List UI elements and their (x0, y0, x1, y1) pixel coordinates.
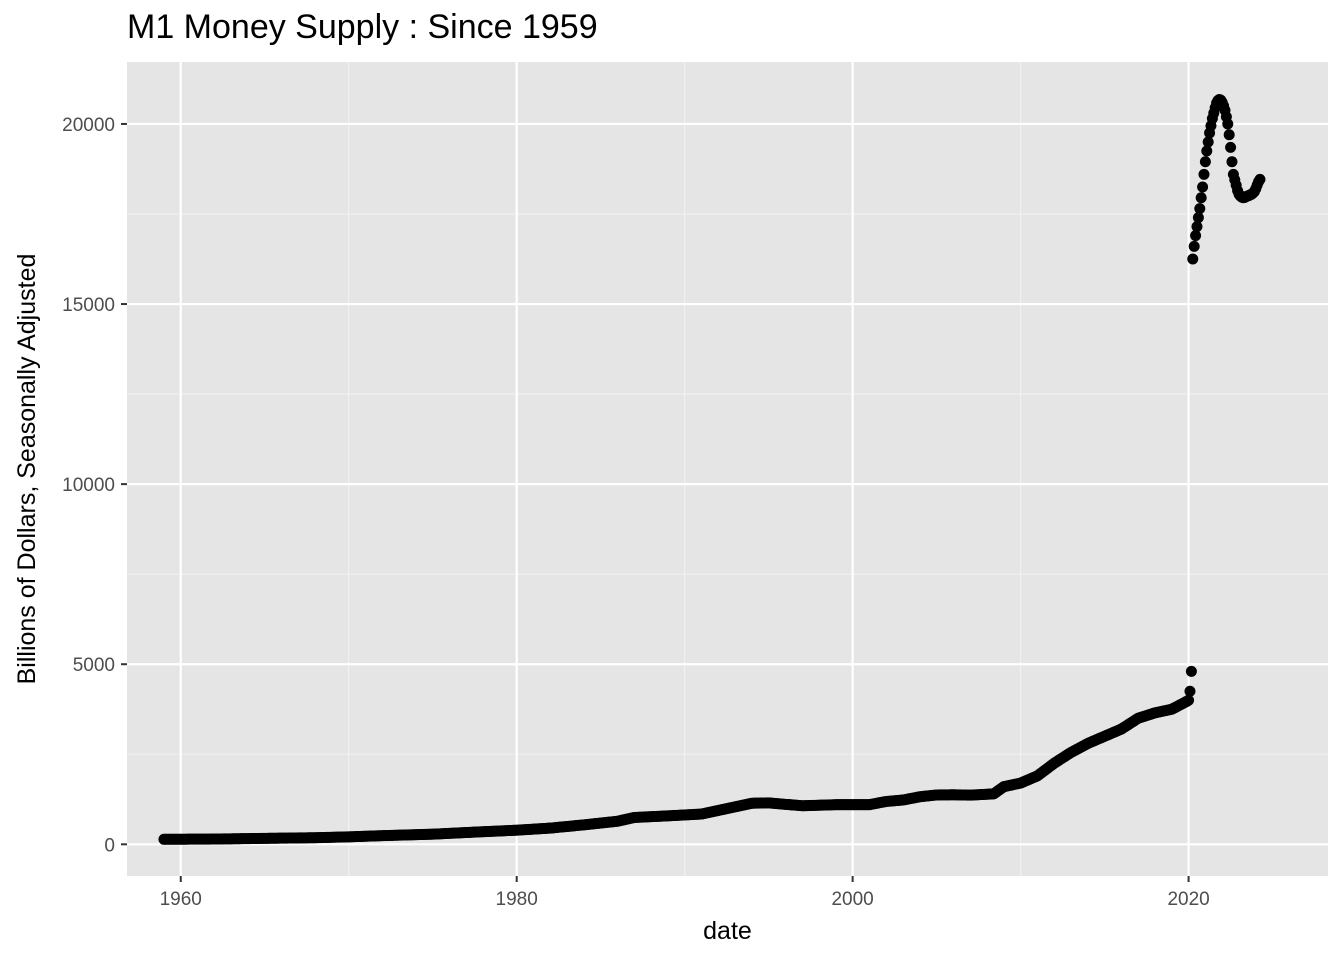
data-point (1185, 665, 1197, 677)
x-axis: 1960 1980 2000 2020 (160, 876, 1210, 910)
y-tick-label: 10000 (62, 475, 115, 496)
data-point (1222, 118, 1234, 130)
y-tick-label: 5000 (73, 655, 115, 676)
data-point (1191, 221, 1203, 233)
data-points (158, 93, 1266, 845)
x-tick-label: 1980 (496, 889, 538, 910)
data-point (1192, 212, 1204, 224)
data-point (1226, 156, 1238, 168)
plot-panel (127, 62, 1328, 876)
x-tick-label: 1960 (160, 889, 202, 910)
chart-title: M1 Money Supply : Since 1959 (127, 8, 598, 46)
y-axis-title: Billions of Dollars, Seasonally Adjusted (13, 254, 41, 685)
data-point (1187, 253, 1199, 265)
x-tick-label: 2000 (831, 889, 873, 910)
data-point (1199, 156, 1211, 168)
y-tick-label: 0 (104, 835, 115, 856)
data-point (1225, 141, 1237, 153)
major-gridlines (127, 62, 1328, 876)
data-point (1202, 136, 1214, 148)
x-tick-label: 2020 (1167, 889, 1209, 910)
data-point (1188, 240, 1200, 252)
data-point (1194, 203, 1206, 215)
data-point (1254, 173, 1266, 185)
data-point (1183, 694, 1195, 706)
data-point (1223, 129, 1235, 141)
y-tick-label: 20000 (62, 115, 115, 136)
data-point (1184, 685, 1196, 697)
x-axis-title: date (703, 917, 752, 945)
data-point (1195, 192, 1207, 204)
y-axis: 0 5000 10000 15000 20000 (62, 115, 127, 856)
y-tick-label: 15000 (62, 295, 115, 316)
data-point (1198, 168, 1210, 180)
data-point (1197, 181, 1209, 193)
data-point (1190, 230, 1202, 242)
data-point (1201, 145, 1213, 157)
minor-gridlines (127, 62, 1328, 876)
